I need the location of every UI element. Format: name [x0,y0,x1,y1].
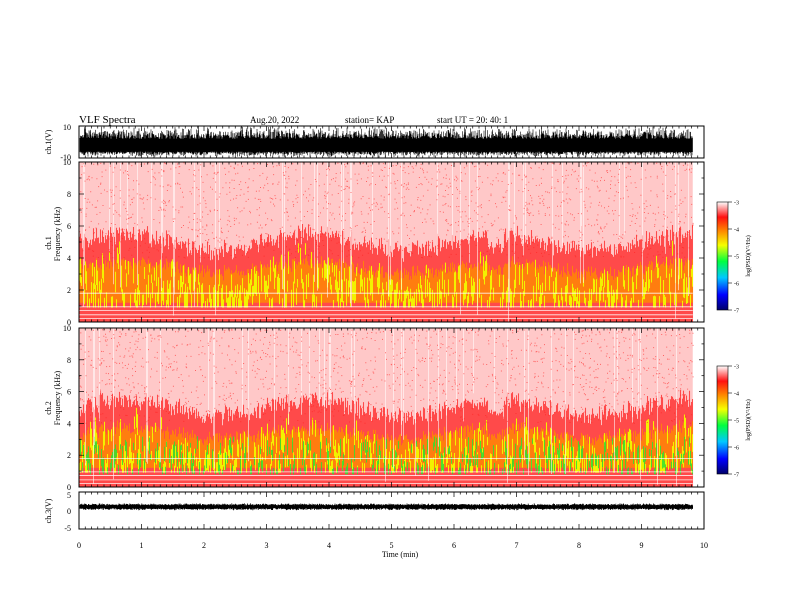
ch3-ytick-bottom: -5 [64,524,71,533]
ch2-colorbar: -3 -4 -5 -6 -7 log(PSD)(V²/Hz) [716,365,752,479]
x-tick-label: 0 [77,541,81,550]
ch1-colorbar-ticks: -3 -4 -5 -6 -7 [728,201,739,315]
ch3-waveform-ticks [78,492,705,529]
ch1-colorbar-tick-label: -3 [734,201,739,207]
ch1-spectrogram-ytick-label: 6 [67,222,71,231]
ch1-colorbar-tick-label: -6 [734,282,739,288]
ch1-ytick-top: 10 [63,123,71,132]
ch2-spectrogram-image [78,327,694,487]
station-label: station= KAP [345,115,394,125]
ch2-colorbar-ticks: -3 -4 -5 -6 -7 [728,365,739,479]
ch1-colorbar-bar [716,201,729,311]
x-tick-label: 7 [515,541,519,550]
ch1-waveform-panel: 10 -10 ch.1(V) [44,123,705,162]
ch1-colorbar-tick-label: -4 [734,228,739,234]
ch1-colorbar: -3 -4 -5 -6 -7 log(PSD)(V²/Hz) [716,201,752,315]
x-tick-label: 8 [577,541,581,550]
figure-title: VLF Spectra [79,114,136,126]
ch2-spectrogram-ytick-label: 8 [67,356,71,365]
ch1-spectrogram-panel: 0 2 4 6 8 10 ch.1 Frequency (kHz) -3 -4 -5 -6 -7 … [44,158,752,327]
ch1-spectrogram-ytick-label: 8 [67,190,71,199]
x-tick-label: 9 [640,541,644,550]
spectrogram-speckle [79,327,694,424]
x-tick-label: 2 [202,541,206,550]
x-tick-label: 3 [265,541,269,550]
date-label: Aug.20, 2022 [250,115,299,125]
ch1-spectrogram-ylabel-channel: ch.1 [44,236,53,250]
ch2-spectrogram-ylabel-channel: ch.2 [44,401,53,415]
start-ut-label: start UT = 20: 40: 1 [437,115,508,125]
ch2-colorbar-tick-label: -4 [734,392,739,398]
x-axis-tick-labels: 0 1 2 3 4 5 6 7 8 9 10 [77,541,708,550]
ch1-spectrogram-ytick-label: 2 [67,286,71,295]
ch1-waveform-ticks [78,126,705,158]
x-tick-label: 10 [700,541,708,550]
ch2-colorbar-label: log(PSD)(V²/Hz) [745,399,752,440]
ch1-colorbar-label: log(PSD)(V²/Hz) [745,235,752,276]
ch2-spectrogram-ytick-label: 2 [67,451,71,460]
ch3-waveform-ylabel: ch.3(V) [44,498,53,523]
ch2-spectrogram-ticks: 0 2 4 6 8 10 [63,324,705,492]
ch2-colorbar-tick-label: -5 [734,419,739,425]
ch3-ytick-middle: 0 [67,507,71,516]
ch2-colorbar-bar [716,365,729,475]
ch1-colorbar-tick-label: -7 [734,309,739,315]
ch1-colorbar-tick-label: -5 [734,255,739,261]
ch3-ytick-top: 5 [67,491,71,500]
ch1-waveform-ylabel: ch.1(V) [44,129,53,154]
ch2-colorbar-tick-label: -6 [734,446,739,452]
x-axis-label: Time (min) [382,550,419,559]
ch1-spectrogram-image [78,161,694,322]
ch3-waveform-frame [78,491,705,530]
spectrogram-speckle [79,161,694,259]
ch2-spectrogram-panel: 0 2 4 6 8 10 ch.2 Frequency (kHz) -3 -4 -5 -6 -7 … [44,324,752,492]
ch1-spectrogram-ytick-label: 4 [67,254,71,263]
ch2-colorbar-tick-label: -7 [734,473,739,479]
ch3-waveform-trace [79,503,693,511]
x-tick-label: 5 [390,541,394,550]
ch1-waveform-trace [79,126,693,158]
x-tick-label: 4 [327,541,331,550]
ch2-spectrogram-ytick-label: 10 [63,324,71,333]
ch1-spectrogram-ylabel-frequency: Frequency (kHz) [53,206,62,261]
ch2-spectrogram-ytick-label: 0 [67,483,71,492]
ch2-spectrogram-ylabel-frequency: Frequency (kHz) [53,370,62,425]
ch2-spectrogram-ytick-label: 4 [67,419,71,428]
ch1-spectrogram-ytick-label: 10 [63,158,71,167]
x-tick-label: 6 [452,541,456,550]
ch1-spectrogram-ytick-label: 0 [67,318,71,327]
ch1-waveform-line [79,126,693,158]
ch2-spectrogram-ytick-label: 6 [67,388,71,397]
figure-header: VLF Spectra Aug.20, 2022 station= KAP st… [79,114,508,126]
ch1-ytick-bottom: -10 [60,153,71,162]
ch3-waveform-panel: 5 0 -5 ch.3(V) [44,491,705,533]
ch1-spectrogram-ticks: 0 2 4 6 8 10 [63,158,705,327]
ch3-waveform-line [79,503,693,511]
x-tick-label: 1 [140,541,144,550]
spectrogram-impulses [83,162,689,322]
ch2-colorbar-tick-label: -3 [734,365,739,371]
